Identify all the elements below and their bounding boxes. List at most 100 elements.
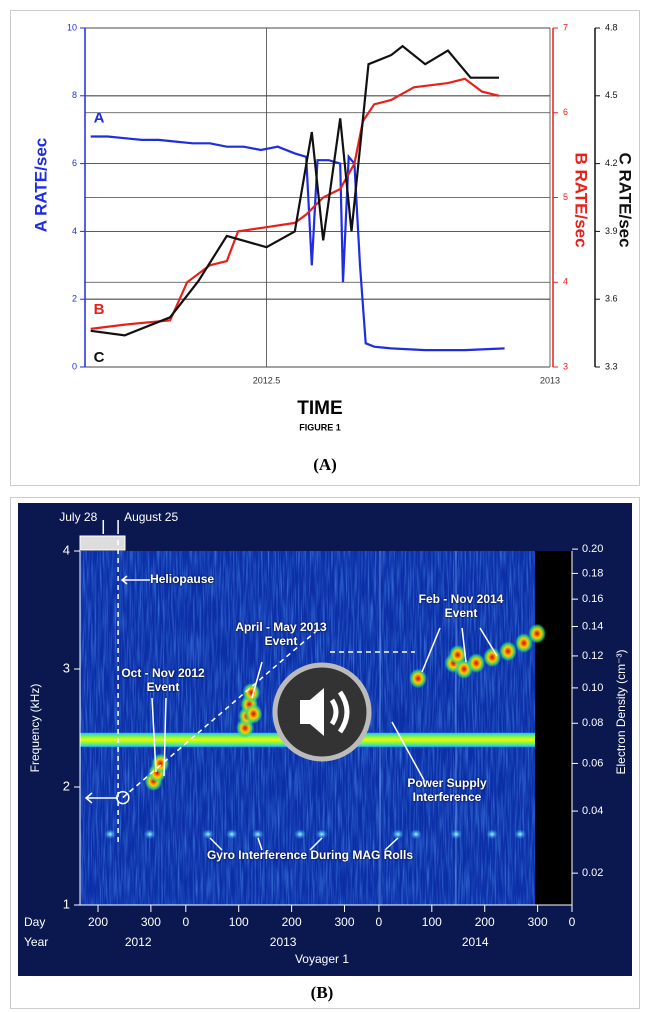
gyro-spot	[450, 829, 463, 840]
event-label: April - May 2013 Event	[235, 620, 327, 648]
caption: FIGURE 1	[299, 422, 341, 432]
date-label: July 28	[59, 510, 97, 524]
panel-a-frame	[10, 10, 640, 486]
y2-tick-label: 4	[563, 277, 568, 287]
series-label: B	[94, 301, 105, 318]
data-strip	[79, 535, 126, 551]
x-axis-title: TIME	[297, 398, 342, 419]
series-line	[90, 44, 499, 337]
gyro-spot	[514, 829, 527, 840]
y-tick-label: 3	[63, 660, 70, 675]
y2-tick-label: 6	[563, 107, 568, 117]
y2-tick-label: 0.06	[582, 757, 603, 769]
y2-tick-label: 0.02	[582, 867, 603, 879]
y3-axis-title: C RATE/sec	[616, 152, 635, 247]
x-tick-label: 300	[335, 915, 355, 929]
event-emission	[528, 623, 547, 644]
x-tick-label: 200	[88, 915, 108, 929]
event-emission	[467, 653, 486, 674]
x-tick-label: 100	[422, 915, 442, 929]
x-tick-label: 300	[141, 915, 161, 929]
y-axis-title: A RATE/sec	[31, 138, 50, 232]
y3-tick-label: 3.6	[605, 294, 618, 304]
gyro-spot	[202, 829, 215, 840]
x-tick-label: 200	[475, 915, 495, 929]
event-emission	[483, 647, 502, 668]
series-label: C	[94, 349, 105, 366]
no-data-region	[535, 551, 572, 905]
event-emission	[244, 703, 263, 724]
x-tick-label: 100	[229, 915, 249, 929]
gyro-spot	[409, 829, 422, 840]
gyro-spot	[251, 829, 264, 840]
event-label: Oct - Nov 2012 Event	[121, 666, 205, 694]
annotation-arrows	[84, 575, 498, 851]
event-emission	[498, 641, 517, 662]
gyro-spot	[143, 829, 156, 840]
heliopause-label: Heliopause	[150, 572, 215, 586]
y-tick-label: 1	[63, 896, 70, 911]
power-supply-label: Power Supply Interference	[407, 776, 487, 804]
x-tick-label: 0	[376, 915, 383, 929]
x-tick-label: 300	[528, 915, 548, 929]
y-tick-label: 2	[72, 294, 77, 304]
panel-label: (B)	[311, 983, 334, 1002]
y2-tick-label: 0.10	[582, 682, 603, 694]
event-emission	[242, 682, 261, 703]
y2-tick-label: 7	[563, 22, 568, 32]
event-emission	[409, 668, 428, 689]
year-label: 2013	[270, 935, 297, 949]
gyro-spot	[486, 829, 499, 840]
y2-tick-label: 0.12	[582, 650, 603, 662]
x-tick-label: 2013	[540, 375, 560, 385]
gyro-spot	[391, 829, 404, 840]
gyro-spot	[315, 829, 328, 840]
x-axis-title: Voyager 1	[295, 952, 349, 966]
panel-label: (A)	[313, 455, 337, 474]
spectrogram-layer	[80, 540, 547, 845]
gyro-spot	[294, 829, 307, 840]
y2-tick-label: 0.04	[582, 805, 603, 817]
x-tick-label: 200	[282, 915, 302, 929]
trend-line	[122, 627, 321, 799]
y-tick-label: 10	[67, 22, 77, 32]
y2-tick-label: 0.08	[582, 717, 603, 729]
y2-tick-label: 0.20	[582, 543, 603, 555]
year-label: 2014	[462, 935, 489, 949]
year-row-label: Year	[24, 935, 48, 949]
y3-tick-label: 4.8	[605, 22, 618, 32]
event-emission	[514, 633, 533, 654]
y2-tick-label: 5	[563, 192, 568, 202]
gyro-spot	[225, 829, 238, 840]
event-label: Feb - Nov 2014 Event	[418, 592, 504, 620]
gyro-spot	[104, 829, 117, 840]
y3-tick-label: 3.9	[605, 226, 618, 236]
y3-tick-label: 4.2	[605, 158, 618, 168]
date-label: August 25	[124, 510, 178, 524]
y-tick-label: 6	[72, 158, 77, 168]
y2-tick-label: 0.16	[582, 593, 603, 605]
y2-axis-title: B RATE/sec	[572, 152, 591, 247]
y-tick-label: 0	[72, 361, 77, 371]
y2-tick-label: 0.18	[582, 567, 603, 579]
y3-tick-label: 3.3	[605, 361, 618, 371]
gyro-label: Gyro Interference During MAG Rolls	[206, 848, 414, 862]
x-tick-label: 2012.5	[253, 375, 281, 385]
year-label: 2012	[125, 935, 152, 949]
y-tick-label: 2	[63, 778, 70, 793]
day-row-label: Day	[24, 915, 45, 929]
y2-tick-label: 0.14	[582, 620, 603, 632]
y-axis-title: Frequency (kHz)	[28, 684, 42, 773]
y2-tick-label: 3	[563, 361, 568, 371]
y-tick-label: 8	[72, 90, 77, 100]
series-label: A	[94, 109, 105, 126]
speaker-icon	[272, 662, 372, 762]
y3-tick-label: 4.5	[605, 90, 618, 100]
event-emission	[151, 753, 170, 774]
y-tick-label: 4	[63, 542, 70, 557]
y-tick-label: 4	[72, 226, 77, 236]
x-tick-label: 0	[569, 915, 576, 929]
y2-axis-title: Electron Density (cm⁻³)	[614, 649, 628, 774]
